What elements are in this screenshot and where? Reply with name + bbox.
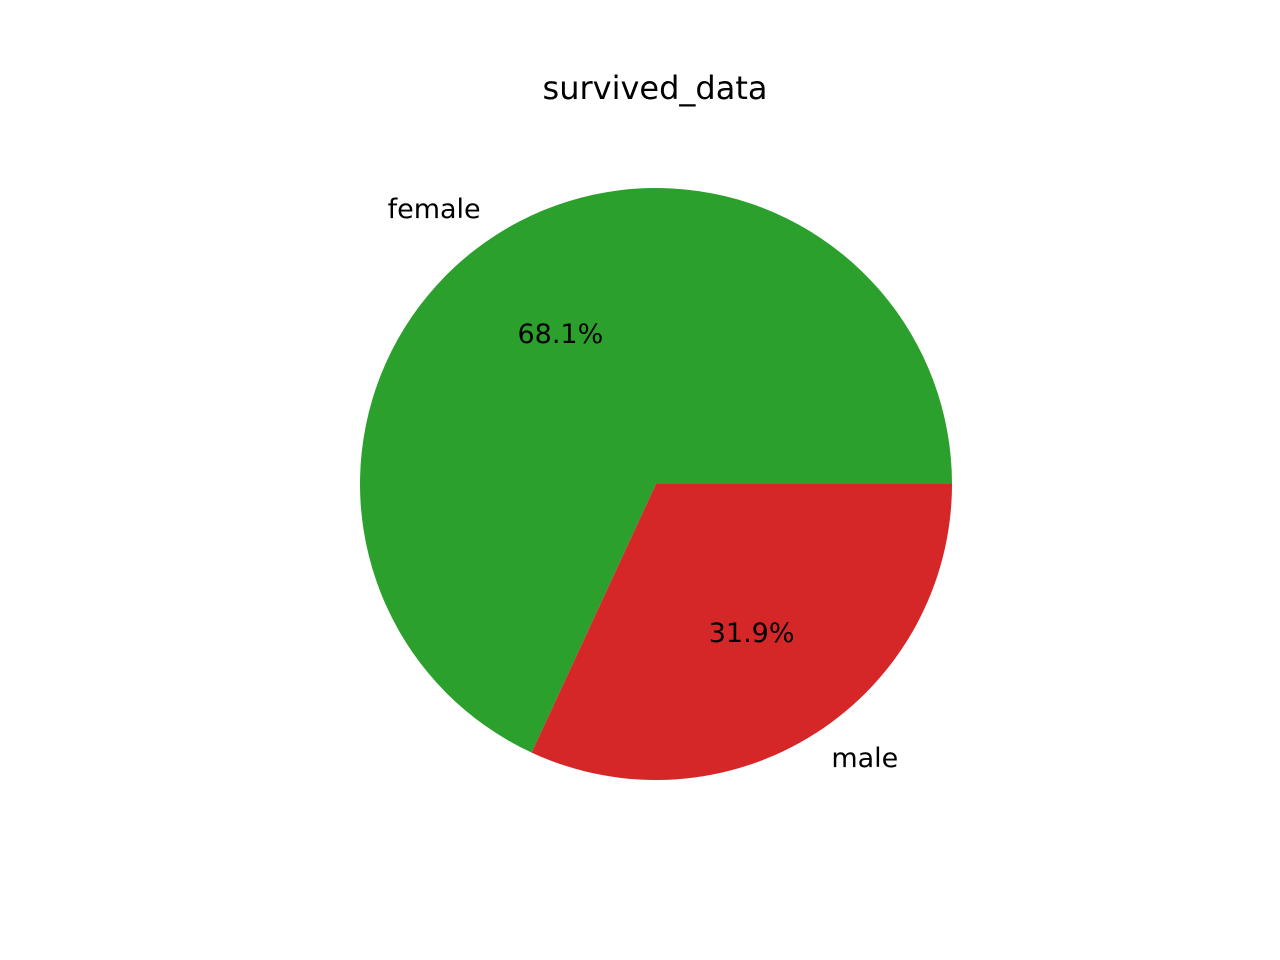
pie-slice-female	[360, 188, 953, 753]
pct-label-male: 31.9%	[709, 618, 795, 649]
slice-label-female: female	[388, 194, 481, 225]
pie-labels: female 68.1% male 31.9%	[388, 194, 899, 774]
pie-slices	[360, 188, 953, 781]
chart-title: survived_data	[543, 69, 768, 107]
slice-label-male: male	[831, 743, 898, 774]
pie-slice-male	[531, 484, 952, 781]
pct-label-female: 68.1%	[517, 319, 603, 350]
